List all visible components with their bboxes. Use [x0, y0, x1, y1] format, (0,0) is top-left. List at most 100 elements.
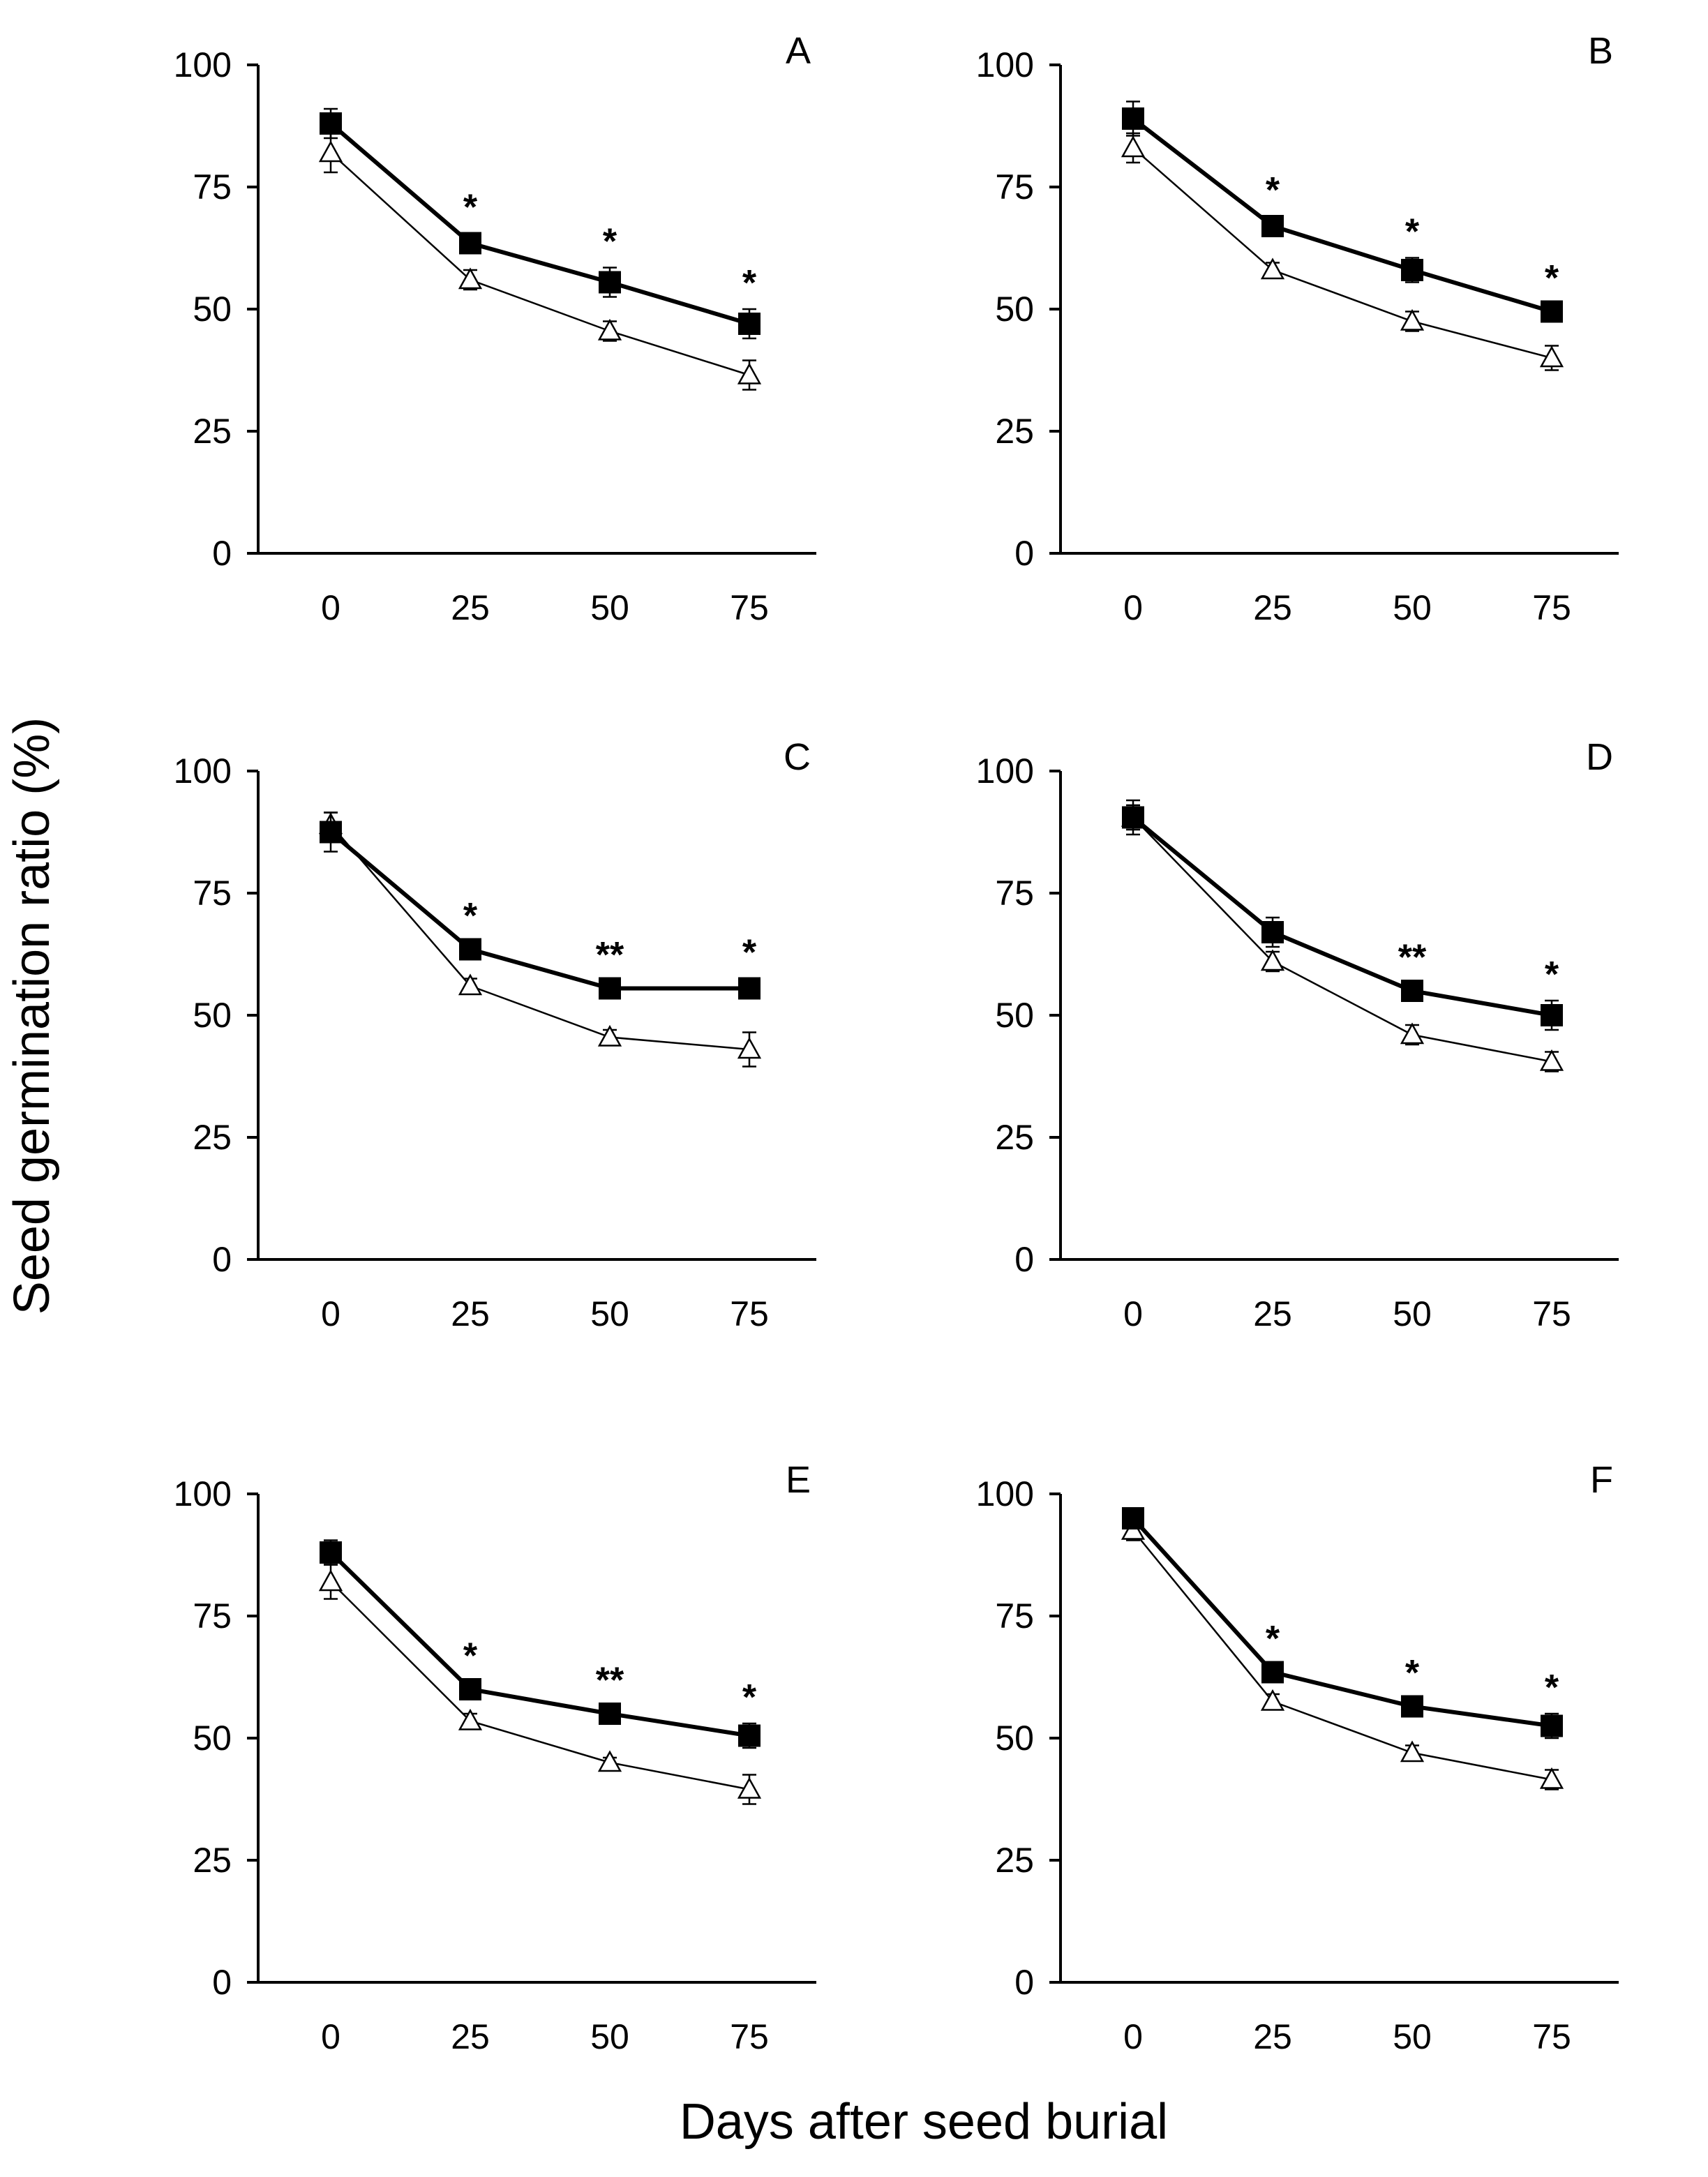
significance-label: * — [463, 188, 478, 228]
data-point-triangle — [1260, 257, 1285, 280]
data-point-square — [1541, 1004, 1563, 1026]
x-tick-label: 25 — [451, 1294, 490, 1333]
series-open-triangle — [318, 132, 762, 391]
data-point-square — [738, 977, 761, 1000]
y-tick-label: 25 — [995, 412, 1034, 451]
significance-label: * — [1545, 258, 1559, 299]
series-line — [1131, 1516, 1552, 1728]
x-tick-label: 25 — [1253, 1294, 1292, 1333]
y-tick-label: 75 — [193, 167, 232, 207]
series-open-triangle — [1121, 804, 1564, 1072]
x-tick-label: 50 — [1393, 1294, 1432, 1333]
data-point-square — [1541, 300, 1563, 323]
x-tick-label: 75 — [730, 2017, 769, 2056]
x-tick-label: 75 — [730, 1294, 769, 1333]
y-tick-label: 50 — [995, 996, 1034, 1035]
x-tick-label: 75 — [1532, 1294, 1571, 1333]
data-point-triangle — [318, 140, 343, 163]
y-tick-label: 50 — [193, 1719, 232, 1758]
significance-label: * — [1266, 1619, 1280, 1659]
x-tick-label: 0 — [321, 2017, 340, 2056]
significance-label: * — [1405, 1653, 1420, 1693]
series-line — [1132, 117, 1552, 314]
panel-a: 0 25 50 75 100 0 25 50 75 A * * * — [174, 30, 816, 627]
series-filled-square — [1122, 799, 1563, 1031]
data-point-square — [1401, 980, 1423, 1002]
data-point-triangle — [597, 318, 622, 341]
y-tick-label: 0 — [212, 1240, 232, 1279]
data-point-triangle — [1260, 949, 1285, 971]
data-point-square — [1401, 259, 1423, 281]
series-filled-square — [1122, 100, 1563, 323]
data-point-triangle — [737, 362, 762, 384]
series-line — [329, 1550, 750, 1738]
data-point-triangle — [1400, 308, 1425, 331]
data-point-square — [738, 1724, 761, 1747]
series-filled-square — [320, 1539, 761, 1749]
series-line — [329, 121, 750, 326]
significance-label: * — [1545, 955, 1559, 995]
y-tick-label: 75 — [193, 874, 232, 913]
y-tick-label: 25 — [193, 1118, 232, 1157]
x-tick-label: 75 — [730, 588, 769, 627]
data-point-square — [320, 821, 342, 844]
x-axis-title: Days after seed burial — [680, 2094, 1168, 2150]
series-line — [330, 1581, 750, 1790]
series-line — [330, 824, 750, 1051]
y-tick-label: 100 — [174, 45, 232, 84]
data-point-triangle — [737, 1776, 762, 1799]
data-point-square — [738, 313, 761, 335]
data-point-triangle — [737, 1037, 762, 1059]
y-tick-label: 25 — [995, 1118, 1034, 1157]
significance-label: * — [1405, 212, 1420, 253]
data-point-square — [320, 112, 342, 135]
series-line — [1132, 1529, 1552, 1781]
data-point-square — [1261, 215, 1284, 237]
y-tick-label: 0 — [212, 1963, 232, 2002]
x-tick-label: 50 — [590, 588, 629, 627]
panel-label: F — [1590, 1459, 1613, 1501]
x-tick-label: 25 — [1253, 2017, 1292, 2056]
y-tick-label: 75 — [193, 1596, 232, 1636]
y-tick-label: 100 — [174, 1474, 232, 1513]
y-tick-label: 100 — [976, 751, 1034, 791]
panel-label: D — [1586, 736, 1613, 778]
y-tick-label: 25 — [995, 1841, 1034, 1880]
series-line — [329, 830, 749, 991]
significance-label: * — [1266, 170, 1280, 211]
data-point-triangle — [458, 1708, 483, 1730]
y-tick-label: 75 — [995, 874, 1034, 913]
panel-label: E — [786, 1459, 811, 1501]
panel-label: C — [784, 736, 811, 778]
data-point-triangle — [1539, 1049, 1564, 1071]
data-point-square — [320, 1541, 342, 1564]
data-point-square — [1122, 107, 1144, 130]
x-tick-label: 50 — [1393, 2017, 1432, 2056]
data-point-square — [1261, 1661, 1284, 1684]
series-line — [1132, 147, 1552, 359]
y-tick-label: 25 — [193, 1841, 232, 1880]
panel-label: B — [1588, 30, 1613, 72]
x-tick-label: 25 — [451, 588, 490, 627]
data-point-square — [599, 977, 621, 1000]
significance-label: * — [1545, 1668, 1559, 1708]
y-tick-label: 0 — [1014, 1963, 1034, 2002]
y-tick-label: 100 — [976, 45, 1034, 84]
data-point-triangle — [458, 973, 483, 996]
series-line — [1132, 816, 1552, 1063]
data-point-triangle — [1400, 1022, 1425, 1045]
x-tick-label: 75 — [1532, 2017, 1571, 2056]
x-tick-label: 50 — [590, 1294, 629, 1333]
significance-label: * — [463, 896, 478, 936]
x-tick-label: 50 — [590, 2017, 629, 2056]
data-point-triangle — [597, 1750, 622, 1772]
series-filled-square — [1122, 1507, 1563, 1740]
y-tick-label: 50 — [995, 290, 1034, 329]
x-tick-label: 0 — [321, 1294, 340, 1333]
data-point-square — [459, 938, 481, 961]
x-tick-label: 50 — [1393, 588, 1432, 627]
data-point-triangle — [458, 267, 483, 290]
data-point-square — [459, 1678, 481, 1700]
